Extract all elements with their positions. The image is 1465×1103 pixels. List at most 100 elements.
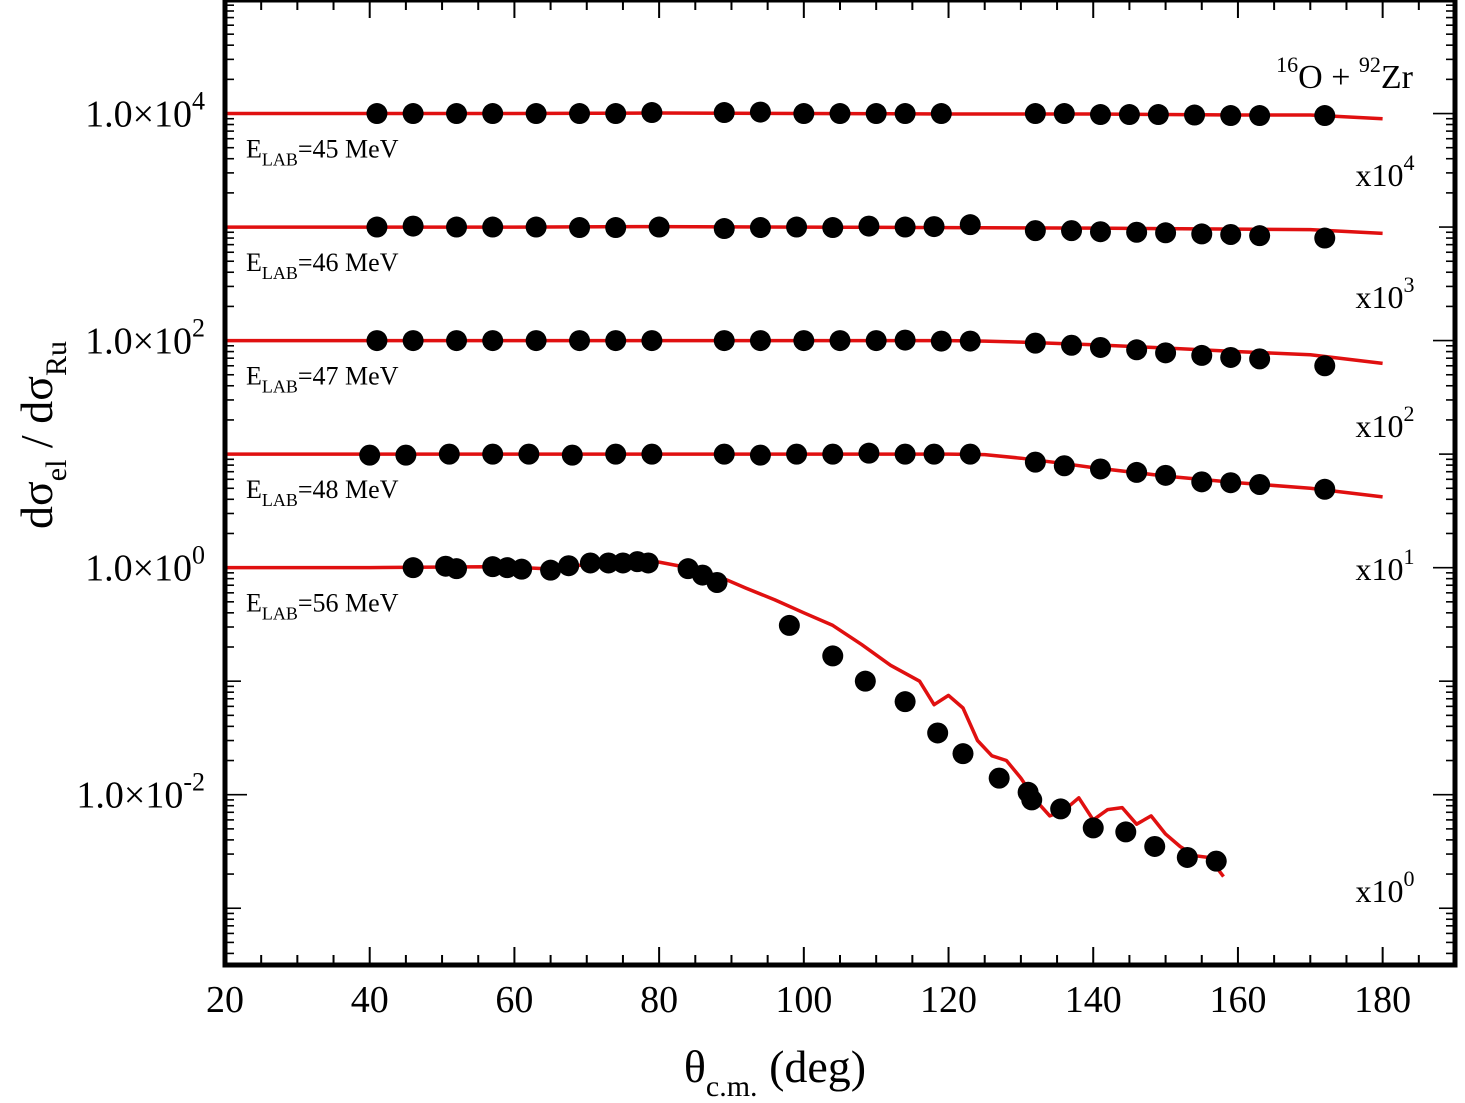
data-point [1220,223,1242,245]
data-point [894,691,916,713]
data-point [1024,103,1046,125]
data-point [829,330,851,352]
data-point [894,329,916,351]
x-tick-label: 80 [640,979,678,1021]
data-point [1024,220,1046,242]
data-point [1249,105,1271,127]
x-tick-label: 160 [1209,979,1266,1021]
data-point [1314,105,1336,127]
data-point [1061,334,1083,356]
data-point [1053,103,1075,125]
data-point [713,330,735,352]
series-annotations: ELAB=45 MeV x104 ELAB=46 MeV x103 ELAB=47 Me… [246,135,1415,909]
data-point [1089,104,1111,126]
data-point [1249,225,1271,247]
y-tick-label: 1.0×10-2 [76,768,205,817]
data-point [446,330,468,352]
data-points [359,101,1336,872]
y-tick-label: 1.0×104 [85,87,205,136]
y-tick-label: 1.0×102 [85,314,205,363]
x-tick-label: 40 [351,979,389,1021]
data-point [569,103,591,125]
data-point [1089,336,1111,358]
data-point [641,443,663,465]
data-point [641,330,663,352]
data-point [822,443,844,465]
data-point [402,330,424,352]
data-point [558,555,580,577]
data-point [858,215,880,237]
data-point [786,216,808,238]
x-tick-label: 140 [1065,979,1122,1021]
data-point [1314,355,1336,377]
data-point [1089,221,1111,243]
data-point [1118,104,1140,126]
data-point [1220,472,1242,494]
data-point [579,552,601,574]
data-point [923,216,945,238]
tick-labels: 20 40 60 80 100 120 140 160 180 1.0×104 1.0×102 1.0… [76,87,1411,1021]
y-axis-title: dσel / dσRu [11,341,73,529]
data-point [605,103,627,125]
data-point [713,102,735,124]
data-point [749,444,771,466]
x-tick-label: 60 [495,979,533,1021]
data-point [1126,461,1148,483]
energy-label: ELAB=45 MeV [246,135,399,170]
scale-factor-label: x103 [1356,272,1415,315]
data-point [1191,223,1213,245]
data-point [446,558,468,580]
data-point [446,103,468,125]
data-point [641,102,663,124]
data-point [1155,464,1177,486]
x-tick-label: 120 [920,979,977,1021]
data-point [1126,221,1148,243]
data-point [786,443,808,465]
data-point [1089,458,1111,480]
data-point [569,217,591,239]
data-point [359,444,381,466]
data-point [1061,220,1083,242]
data-point [1191,471,1213,493]
data-point [1126,339,1148,361]
data-point [1176,846,1198,868]
x-axis-title: θc.m. (deg) [684,1041,866,1103]
data-point [930,103,952,125]
data-point [1115,821,1137,843]
data-point [894,443,916,465]
data-point [793,330,815,352]
scale-factor-label: x101 [1356,544,1415,587]
scale-factor-label: x100 [1356,866,1415,909]
data-point [402,215,424,237]
data-point [713,443,735,465]
data-point [366,330,388,352]
data-point [1184,104,1206,126]
data-point [988,767,1010,789]
data-point [959,330,981,352]
data-point [822,645,844,667]
x-tick-label: 100 [775,979,832,1021]
data-point [959,214,981,236]
data-point [1220,346,1242,368]
data-point [1220,105,1242,127]
data-point [525,103,547,125]
data-point [927,722,949,744]
data-point [1191,344,1213,366]
data-point [605,443,627,465]
data-point [438,443,460,465]
data-point [749,217,771,239]
data-point [894,103,916,125]
data-point [1155,342,1177,364]
data-point [865,103,887,125]
data-point [648,216,670,238]
data-point [829,103,851,125]
data-point [637,552,659,574]
data-point [930,330,952,352]
data-point [1155,222,1177,244]
data-point [894,216,916,238]
data-point [402,103,424,125]
x-tick-label: 180 [1354,979,1411,1021]
data-point [1314,227,1336,249]
scale-factor-label: x104 [1356,150,1415,193]
data-point [597,552,619,574]
